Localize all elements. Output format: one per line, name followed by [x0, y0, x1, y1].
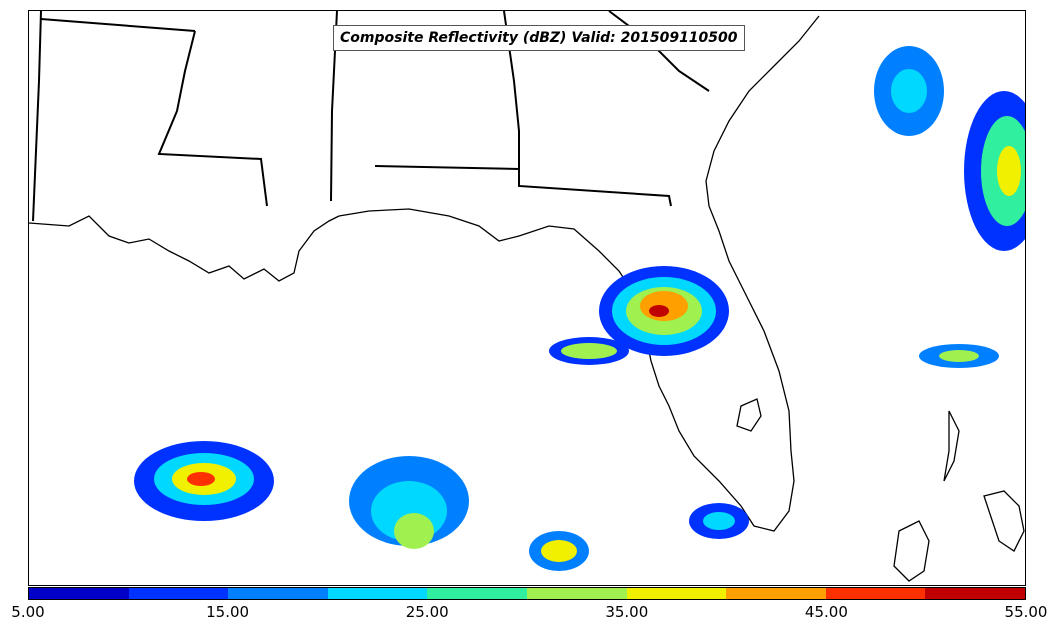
florida-west-coast — [628, 15, 820, 532]
louisiana-border-north — [40, 18, 196, 32]
colorbar-segment — [327, 588, 428, 599]
colorbar-segment — [626, 588, 727, 599]
map-title: Composite Reflectivity (dBZ) Valid: 2015… — [333, 25, 745, 51]
colorbar-segment — [427, 588, 527, 599]
lake-okeechobee — [736, 398, 762, 432]
colorbar-segment — [128, 588, 229, 599]
colorbar — [28, 587, 1026, 600]
gulf-coast-north — [338, 208, 630, 287]
colorbar-segment — [726, 588, 826, 599]
andros-island — [983, 490, 1025, 552]
georgia-carolina-border — [608, 11, 710, 92]
cuba-coast — [893, 520, 930, 582]
mississippi-river-border — [157, 30, 268, 207]
colorbar-tick-label: 55.00 — [1004, 603, 1048, 621]
radar-echoes — [134, 46, 1025, 571]
colorbar-tick-label: 15.00 — [206, 603, 250, 621]
colorbar-segment — [825, 588, 926, 599]
colorbar-tick-label: 25.00 — [405, 603, 449, 621]
colorbar-segment — [29, 588, 129, 599]
alabama-florida-border — [374, 165, 520, 170]
colorbar-segment — [925, 588, 1025, 599]
colorbar-tick-label: 45.00 — [804, 603, 848, 621]
colorbar-tick-label: 35.00 — [605, 603, 649, 621]
colorbar-segment — [526, 588, 627, 599]
arkansas-louisiana-border — [32, 11, 42, 222]
louisiana-coast — [29, 215, 340, 282]
colorbar-segment — [228, 588, 328, 599]
coastlines — [29, 15, 1025, 582]
colorbar-tick-label: 5.00 — [11, 603, 45, 621]
radar-map: Composite Reflectivity (dBZ) Valid: 2015… — [28, 10, 1026, 586]
bahamas-coast — [943, 410, 960, 482]
map-canvas — [29, 11, 1025, 582]
alabama-georgia-border — [503, 11, 672, 207]
